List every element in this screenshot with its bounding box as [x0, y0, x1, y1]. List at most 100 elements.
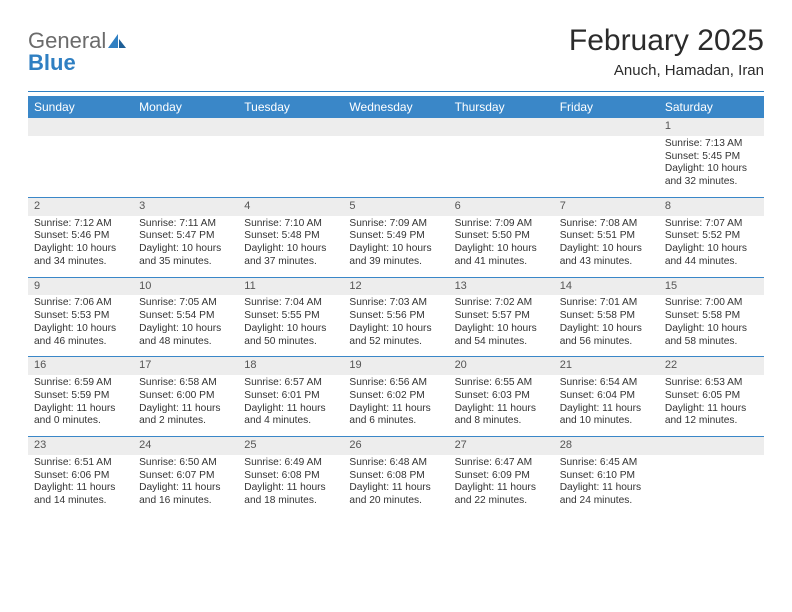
calendar-cell — [28, 118, 133, 197]
title-block: February 2025 Anuch, Hamadan, Iran — [569, 24, 764, 79]
day-body: Sunrise: 6:45 AMSunset: 6:10 PMDaylight:… — [554, 455, 659, 516]
daylight-line: Daylight: 10 hours and 32 minutes. — [665, 163, 758, 189]
calendar-cell: 5Sunrise: 7:09 AMSunset: 5:49 PMDaylight… — [343, 197, 448, 277]
day-number: 25 — [238, 437, 343, 455]
daylight-line: Daylight: 11 hours and 16 minutes. — [139, 482, 232, 508]
day-body: Sunrise: 6:49 AMSunset: 6:08 PMDaylight:… — [238, 455, 343, 516]
brand-text: GeneralBlue — [28, 30, 126, 74]
day-body: Sunrise: 6:54 AMSunset: 6:04 PMDaylight:… — [554, 375, 659, 436]
calendar-cell: 19Sunrise: 6:56 AMSunset: 6:02 PMDayligh… — [343, 357, 448, 437]
sunset-line: Sunset: 6:02 PM — [349, 390, 442, 403]
calendar-cell — [238, 118, 343, 197]
day-number: 13 — [449, 278, 554, 296]
day-number: 8 — [659, 198, 764, 216]
day-body: Sunrise: 7:06 AMSunset: 5:53 PMDaylight:… — [28, 295, 133, 356]
sail-icon — [108, 34, 126, 48]
calendar-cell: 20Sunrise: 6:55 AMSunset: 6:03 PMDayligh… — [449, 357, 554, 437]
day-number — [343, 118, 448, 136]
day-number: 9 — [28, 278, 133, 296]
day-number: 19 — [343, 357, 448, 375]
day-number — [554, 118, 659, 136]
calendar-cell: 13Sunrise: 7:02 AMSunset: 5:57 PMDayligh… — [449, 277, 554, 357]
day-body: Sunrise: 7:00 AMSunset: 5:58 PMDaylight:… — [659, 295, 764, 356]
daylight-line: Daylight: 10 hours and 52 minutes. — [349, 323, 442, 349]
sunrise-line: Sunrise: 6:47 AM — [455, 457, 548, 470]
sunrise-line: Sunrise: 7:05 AM — [139, 297, 232, 310]
daylight-line: Daylight: 10 hours and 48 minutes. — [139, 323, 232, 349]
daylight-line: Daylight: 10 hours and 34 minutes. — [34, 243, 127, 269]
calendar-cell: 23Sunrise: 6:51 AMSunset: 6:06 PMDayligh… — [28, 437, 133, 516]
calendar-cell: 7Sunrise: 7:08 AMSunset: 5:51 PMDaylight… — [554, 197, 659, 277]
sunrise-line: Sunrise: 7:09 AM — [455, 218, 548, 231]
day-body — [449, 136, 554, 194]
day-body — [133, 136, 238, 194]
calendar-week: 2Sunrise: 7:12 AMSunset: 5:46 PMDaylight… — [28, 197, 764, 277]
calendar-cell: 11Sunrise: 7:04 AMSunset: 5:55 PMDayligh… — [238, 277, 343, 357]
sunset-line: Sunset: 6:08 PM — [244, 470, 337, 483]
calendar-cell: 9Sunrise: 7:06 AMSunset: 5:53 PMDaylight… — [28, 277, 133, 357]
sunrise-line: Sunrise: 6:57 AM — [244, 377, 337, 390]
day-body — [28, 136, 133, 194]
calendar-week: 1Sunrise: 7:13 AMSunset: 5:45 PMDaylight… — [28, 118, 764, 197]
day-body: Sunrise: 7:09 AMSunset: 5:50 PMDaylight:… — [449, 216, 554, 277]
day-number — [449, 118, 554, 136]
daylight-line: Daylight: 10 hours and 43 minutes. — [560, 243, 653, 269]
day-body: Sunrise: 7:05 AMSunset: 5:54 PMDaylight:… — [133, 295, 238, 356]
day-body: Sunrise: 6:47 AMSunset: 6:09 PMDaylight:… — [449, 455, 554, 516]
day-body: Sunrise: 6:50 AMSunset: 6:07 PMDaylight:… — [133, 455, 238, 516]
day-body: Sunrise: 7:07 AMSunset: 5:52 PMDaylight:… — [659, 216, 764, 277]
weekday-header: Tuesday — [238, 96, 343, 118]
day-number: 27 — [449, 437, 554, 455]
day-number: 5 — [343, 198, 448, 216]
calendar-cell — [554, 118, 659, 197]
day-number: 18 — [238, 357, 343, 375]
sunrise-line: Sunrise: 7:04 AM — [244, 297, 337, 310]
sunset-line: Sunset: 6:05 PM — [665, 390, 758, 403]
calendar-cell: 3Sunrise: 7:11 AMSunset: 5:47 PMDaylight… — [133, 197, 238, 277]
sunrise-line: Sunrise: 7:11 AM — [139, 218, 232, 231]
location-subtitle: Anuch, Hamadan, Iran — [569, 62, 764, 79]
day-number: 21 — [554, 357, 659, 375]
day-number: 6 — [449, 198, 554, 216]
day-number: 10 — [133, 278, 238, 296]
daylight-line: Daylight: 11 hours and 6 minutes. — [349, 403, 442, 429]
calendar-cell: 8Sunrise: 7:07 AMSunset: 5:52 PMDaylight… — [659, 197, 764, 277]
sunset-line: Sunset: 6:01 PM — [244, 390, 337, 403]
sunrise-line: Sunrise: 6:59 AM — [34, 377, 127, 390]
day-body: Sunrise: 7:13 AMSunset: 5:45 PMDaylight:… — [659, 136, 764, 197]
calendar-cell: 4Sunrise: 7:10 AMSunset: 5:48 PMDaylight… — [238, 197, 343, 277]
weekday-header: Monday — [133, 96, 238, 118]
calendar-cell: 16Sunrise: 6:59 AMSunset: 5:59 PMDayligh… — [28, 357, 133, 437]
day-body — [659, 455, 764, 513]
sunrise-line: Sunrise: 7:13 AM — [665, 138, 758, 151]
day-number: 11 — [238, 278, 343, 296]
daylight-line: Daylight: 10 hours and 54 minutes. — [455, 323, 548, 349]
day-body: Sunrise: 6:57 AMSunset: 6:01 PMDaylight:… — [238, 375, 343, 436]
daylight-line: Daylight: 10 hours and 58 minutes. — [665, 323, 758, 349]
day-body — [343, 136, 448, 194]
day-number — [238, 118, 343, 136]
day-number: 7 — [554, 198, 659, 216]
sunrise-line: Sunrise: 6:49 AM — [244, 457, 337, 470]
calendar-cell: 12Sunrise: 7:03 AMSunset: 5:56 PMDayligh… — [343, 277, 448, 357]
day-number: 3 — [133, 198, 238, 216]
calendar-cell: 10Sunrise: 7:05 AMSunset: 5:54 PMDayligh… — [133, 277, 238, 357]
sunset-line: Sunset: 5:56 PM — [349, 310, 442, 323]
sunset-line: Sunset: 5:45 PM — [665, 151, 758, 164]
day-body: Sunrise: 6:59 AMSunset: 5:59 PMDaylight:… — [28, 375, 133, 436]
day-body: Sunrise: 6:51 AMSunset: 6:06 PMDaylight:… — [28, 455, 133, 516]
sunset-line: Sunset: 6:03 PM — [455, 390, 548, 403]
page-title: February 2025 — [569, 24, 764, 58]
daylight-line: Daylight: 11 hours and 24 minutes. — [560, 482, 653, 508]
sunset-line: Sunset: 6:06 PM — [34, 470, 127, 483]
sunset-line: Sunset: 6:07 PM — [139, 470, 232, 483]
daylight-line: Daylight: 10 hours and 46 minutes. — [34, 323, 127, 349]
calendar-cell — [449, 118, 554, 197]
sunrise-line: Sunrise: 6:50 AM — [139, 457, 232, 470]
day-body: Sunrise: 7:01 AMSunset: 5:58 PMDaylight:… — [554, 295, 659, 356]
brand-logo: GeneralBlue — [28, 24, 126, 74]
day-number: 1 — [659, 118, 764, 136]
sunset-line: Sunset: 5:54 PM — [139, 310, 232, 323]
daylight-line: Daylight: 11 hours and 18 minutes. — [244, 482, 337, 508]
weekday-header: Thursday — [449, 96, 554, 118]
